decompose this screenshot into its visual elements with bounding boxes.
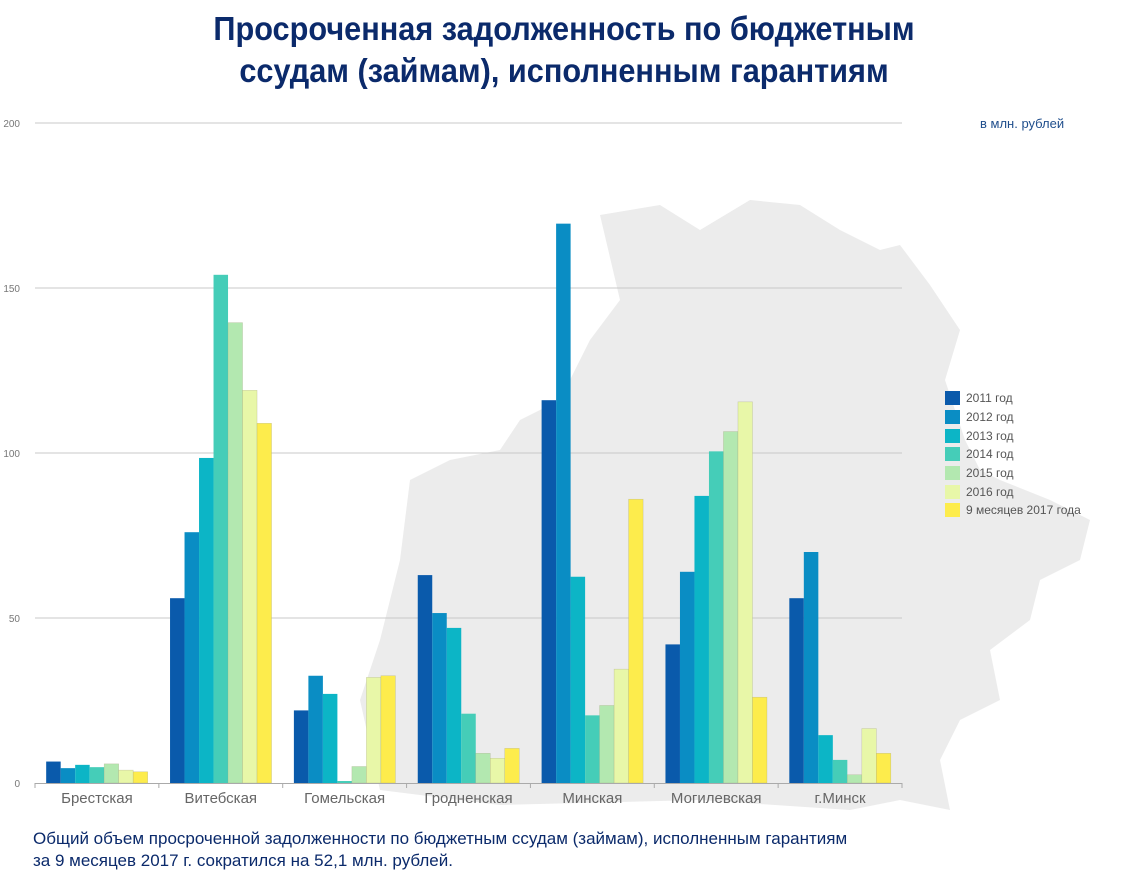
bar: [227, 322, 243, 784]
x-tick-label: Брестская: [61, 790, 133, 807]
bar: [242, 390, 258, 784]
x-tick-label: Могилевская: [671, 790, 762, 807]
bar: [694, 495, 709, 783]
bar: [737, 401, 753, 784]
bar: [103, 763, 119, 784]
bar: [461, 713, 476, 783]
bar: [818, 735, 833, 783]
bar: [789, 598, 804, 783]
bar: [417, 575, 433, 783]
unit-label: в млн. рублей: [980, 116, 1065, 131]
legend: 2011 год 2012 год 2013 год 2014 год 2015 год…: [945, 389, 1081, 520]
bar: [75, 764, 90, 783]
bar: [585, 715, 600, 783]
bar: [475, 753, 491, 784]
legend-label: 2014 год: [966, 447, 1014, 462]
bar: [322, 693, 338, 783]
legend-item: 2013 год: [945, 426, 1081, 445]
bars: [46, 223, 892, 784]
bar: [570, 576, 586, 783]
bar: [380, 675, 396, 784]
footer-line-1: Общий объем просроченной задолженности п…: [33, 829, 848, 848]
x-tick-label: Витебская: [185, 790, 258, 807]
x-tick-label: г.Минск: [815, 790, 866, 807]
footer-line-2: за 9 месяцев 2017 г. сократился на 52,1 …: [33, 851, 453, 870]
legend-swatch: [945, 391, 960, 406]
bar: [861, 728, 877, 784]
x-tick-label: Минская: [562, 790, 622, 807]
bar: [366, 677, 382, 784]
legend-swatch: [945, 447, 960, 462]
legend-swatch: [945, 484, 960, 499]
bar: [752, 696, 768, 784]
legend-swatch: [945, 503, 960, 518]
bar: [351, 766, 367, 784]
bar: [170, 598, 185, 783]
bar: [184, 532, 200, 783]
footer-note: Общий объем просроченной задолженности п…: [33, 828, 847, 872]
legend-item: 9 месяцев 2017 года: [945, 501, 1081, 520]
legend-label: 2016 год: [966, 484, 1014, 499]
bar: [432, 613, 447, 783]
y-tick-label: 100: [3, 449, 20, 460]
gridlines: [35, 122, 902, 619]
y-axis-ticks: 0 50 100 150 200: [3, 119, 20, 790]
y-tick-label: 0: [14, 779, 20, 790]
bar: [665, 644, 680, 783]
bar: [599, 705, 615, 784]
bar: [89, 767, 105, 783]
bar: [60, 768, 76, 783]
legend-item: 2014 год: [945, 445, 1081, 464]
bar: [679, 571, 695, 783]
y-tick-label: 200: [3, 119, 20, 130]
bar: [132, 771, 148, 784]
legend-label: 2015 год: [966, 466, 1014, 481]
page-title: Просроченная задолженность по бюджетным …: [39, 8, 1088, 92]
bar: [832, 759, 848, 783]
bar: [504, 748, 520, 784]
bar: [723, 431, 739, 784]
y-tick-label: 50: [9, 614, 21, 625]
bar: [708, 451, 724, 783]
bar: [847, 774, 863, 784]
legend-label: 2012 год: [966, 410, 1014, 425]
bar: [876, 753, 892, 784]
bar: [199, 457, 214, 783]
bar: [293, 710, 309, 783]
bar: [803, 552, 819, 783]
legend-item: 2016 год: [945, 482, 1081, 501]
legend-label: 9 месяцев 2017 года: [966, 503, 1081, 518]
legend-label: 2013 год: [966, 428, 1014, 443]
bar: [628, 498, 644, 784]
bar: [490, 758, 505, 784]
bar: [613, 668, 629, 784]
legend-swatch: [945, 428, 960, 443]
bar: [213, 274, 229, 783]
title-line-1: Просроченная задолженность по бюджетным: [213, 10, 915, 47]
bar: [256, 423, 272, 784]
legend-label: 2011 год: [966, 391, 1013, 406]
bar: [446, 627, 462, 783]
legend-swatch: [945, 410, 960, 425]
x-axis: Брестская Витебская Гомельская Гродненская М…: [34, 783, 903, 807]
x-tick-label: Гродненская: [424, 790, 512, 807]
bar: [541, 400, 557, 783]
bar: [118, 769, 134, 784]
legend-item: 2015 год: [945, 464, 1081, 483]
bar: [46, 761, 61, 783]
bar: [556, 223, 571, 783]
legend-item: 2011 год: [945, 389, 1081, 408]
legend-item: 2012 год: [945, 408, 1081, 427]
bar: [337, 781, 352, 783]
bar: [308, 675, 323, 783]
y-tick-label: 150: [3, 284, 20, 295]
title-line-2: ссудам (займам), исполненным гарантиям: [239, 52, 889, 89]
legend-swatch: [945, 466, 960, 481]
x-tick-label: Гомельская: [304, 790, 385, 807]
